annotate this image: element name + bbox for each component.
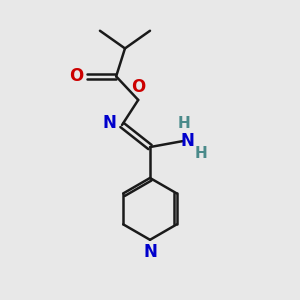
Text: N: N bbox=[103, 114, 117, 132]
Text: O: O bbox=[131, 77, 145, 95]
Text: O: O bbox=[69, 68, 83, 85]
Text: N: N bbox=[143, 243, 157, 261]
Text: N: N bbox=[181, 132, 195, 150]
Text: H: H bbox=[178, 116, 190, 131]
Text: H: H bbox=[194, 146, 207, 160]
